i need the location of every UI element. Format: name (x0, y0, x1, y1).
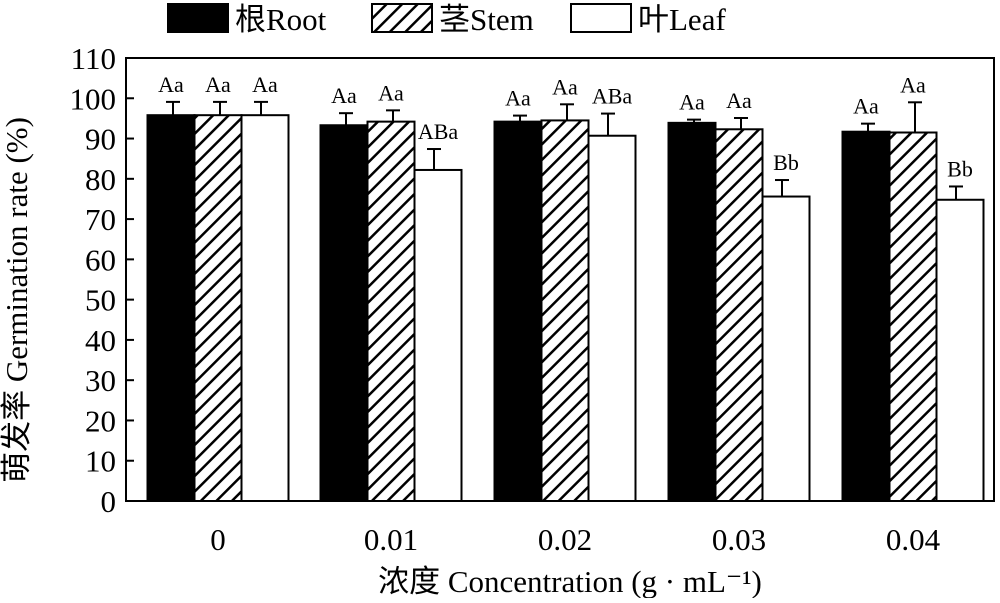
bar (366, 120, 416, 502)
legend-swatch (371, 3, 433, 33)
x-tick-label: 0.03 (712, 522, 766, 557)
y-tick-label: 40 (85, 323, 116, 358)
y-axis-title: 萌发率 Germination rate (%) (0, 117, 34, 483)
bar (761, 195, 811, 502)
y-tick-label: 50 (85, 283, 116, 318)
bar (319, 124, 369, 502)
x-tick-label: 0.01 (364, 522, 418, 557)
significance-label: ABa (418, 119, 459, 144)
significance-label: ABa (592, 84, 633, 109)
y-tick-label: 110 (71, 41, 116, 76)
significance-label: Aa (331, 83, 357, 108)
legend-swatch (570, 3, 632, 33)
legend-label: 根Root (235, 2, 327, 37)
y-tick-label: 80 (85, 162, 116, 197)
significance-label: Bb (947, 156, 973, 181)
significance-label: Aa (505, 86, 531, 111)
significance-label: Aa (252, 72, 278, 97)
bar (146, 114, 196, 502)
x-tick-label: 0.02 (538, 522, 592, 557)
bar (540, 119, 590, 502)
bar (193, 114, 243, 502)
y-tick-label: 10 (85, 444, 116, 479)
x-tick-label: 0.04 (886, 522, 941, 557)
bar (493, 120, 543, 502)
bar (667, 121, 717, 503)
significance-label: Aa (853, 94, 879, 119)
x-axis-title: 浓度 Concentration (g · mL⁻¹) (378, 564, 762, 598)
significance-label: Bb (773, 150, 799, 175)
y-tick-label: 30 (85, 363, 116, 398)
y-tick-label: 60 (85, 242, 116, 277)
bar (888, 131, 938, 502)
bar (935, 198, 985, 502)
x-tick-label: 0 (210, 522, 226, 557)
legend-swatch (167, 3, 229, 33)
bar (413, 168, 463, 502)
legend-label: 叶Leaf (638, 2, 726, 37)
y-tick-label: 90 (85, 122, 116, 157)
bar (714, 128, 764, 503)
y-tick-label: 0 (101, 484, 117, 519)
legend-label: 茎Stem (439, 2, 534, 37)
bar (841, 130, 891, 502)
significance-label: Aa (378, 80, 404, 105)
y-tick-label: 100 (70, 81, 117, 116)
significance-label: Aa (158, 72, 184, 97)
bar (587, 134, 637, 503)
significance-label: Aa (552, 74, 578, 99)
significance-label: Aa (205, 72, 231, 97)
significance-label: Aa (679, 90, 705, 115)
y-tick-label: 20 (85, 403, 116, 438)
y-tick-label: 70 (85, 202, 116, 237)
significance-label: Aa (900, 72, 926, 97)
significance-label: Aa (726, 88, 752, 113)
bar (240, 114, 290, 502)
